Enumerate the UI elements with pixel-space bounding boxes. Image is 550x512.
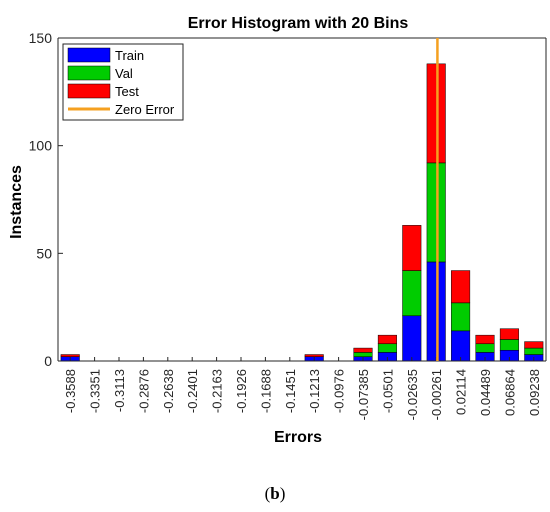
bar-test-17 [475, 334, 495, 345]
bar-val-12 [353, 352, 373, 357]
x-tick-label-0: -0.3588 [63, 369, 78, 413]
bar-test-14 [402, 225, 422, 271]
x-tick-label-3: -0.2876 [136, 369, 151, 413]
y-tick-label-50: 50 [36, 245, 52, 261]
caption-letter: b [270, 484, 280, 503]
x-tick-label-4: -0.2638 [161, 369, 176, 413]
y-axis-label: Instances [8, 165, 25, 239]
x-tick-label-5: -0.2401 [185, 369, 200, 413]
x-tick-label-8: -0.1688 [258, 369, 273, 413]
bar-test-16 [451, 270, 471, 304]
caption-close-paren: ) [279, 484, 286, 503]
bar-train-14 [402, 315, 422, 362]
x-tick-label-10: -0.1213 [307, 369, 322, 413]
x-axis-label: Errors [274, 429, 322, 446]
x-tick-label-19: 0.09238 [527, 369, 542, 416]
x-tick-label-18: 0.06864 [502, 369, 517, 416]
legend-label-1: Val [115, 66, 133, 81]
y-tick-label-0: 0 [44, 353, 52, 369]
y-tick-label-150: 150 [29, 30, 53, 46]
bar-val-13 [377, 343, 397, 353]
legend-swatch-test [67, 83, 111, 99]
bar-val-17 [475, 343, 495, 353]
x-tick-label-6: -0.2163 [210, 369, 225, 413]
bar-test-10 [304, 354, 324, 357]
caption-open-paren: ( [264, 484, 271, 503]
x-tick-label-7: -0.1926 [234, 369, 249, 413]
x-tick-label-14: -0.02635 [405, 369, 420, 420]
bar-test-12 [353, 347, 373, 353]
x-tick-label-12: -0.07385 [356, 369, 371, 420]
plot-area: 0 50 100 150 -0.3588 -0.3351 -0.3113 -0.2876 -0.… [29, 30, 547, 420]
x-tick-label-15: -0.00261 [429, 369, 444, 420]
legend-swatch-train [67, 47, 111, 63]
legend-label-3: Zero Error [115, 102, 175, 117]
x-tick-label-9: -0.1451 [283, 369, 298, 413]
chart-title: Error Histogram with 20 Bins [188, 15, 409, 32]
bar-test-19 [524, 341, 544, 349]
x-tick-label-2: -0.3113 [112, 369, 127, 412]
bar-val-16 [451, 302, 471, 332]
x-tick-label-17: 0.04489 [478, 369, 493, 416]
legend-swatch-val [67, 65, 111, 81]
error-histogram-chart: Error Histogram with 20 Bins Instances E… [8, 15, 547, 446]
x-tick-label-16: 0.02114 [454, 369, 469, 415]
x-tick-label-11: -0.0976 [332, 369, 347, 413]
bar-val-19 [524, 347, 544, 355]
bar-val-18 [499, 339, 519, 351]
bar-test-0 [60, 354, 80, 357]
bar-val-14 [402, 270, 422, 317]
legend-label-0: Train [115, 48, 144, 63]
chart-legend: Train Val Test Zero Error [62, 43, 184, 121]
bar-test-13 [377, 334, 397, 345]
x-tick-label-1: -0.3351 [88, 369, 103, 413]
figure-caption: (b) [0, 484, 550, 504]
bar-test-18 [499, 328, 519, 340]
x-tick-label-13: -0.0501 [380, 369, 395, 413]
bar-train-16 [451, 330, 471, 362]
y-tick-label-100: 100 [29, 138, 53, 154]
legend-label-2: Test [115, 84, 139, 99]
